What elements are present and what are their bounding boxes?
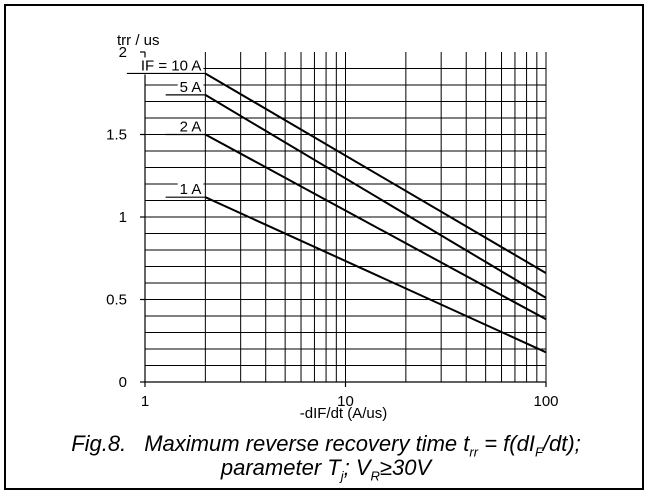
series-line bbox=[204, 196, 547, 354]
caption-text-2: = f(dI bbox=[478, 431, 535, 456]
series-label: 5 A bbox=[180, 79, 202, 96]
series-label-background bbox=[138, 57, 204, 75]
caption-sub-r: R bbox=[370, 468, 380, 484]
series-label: 2 A bbox=[180, 119, 202, 136]
caption-sub-rr: rr bbox=[469, 444, 479, 460]
x-tick-label: 1 bbox=[141, 393, 149, 410]
y-tick-label: 1.5 bbox=[106, 127, 127, 144]
caption-line-2: parameter Tj; VR≥30V bbox=[0, 456, 652, 488]
caption-text-6: ≥30V bbox=[379, 455, 432, 480]
y-axis-label: trr / us bbox=[117, 32, 160, 49]
axes bbox=[140, 51, 547, 387]
figure-number: Fig.8. bbox=[71, 431, 127, 456]
y-tick-label: 1 bbox=[119, 209, 127, 226]
tick-labels: 0 0.5 1 1.5 2 1 10 100 bbox=[106, 44, 558, 410]
y-tick-label: 0 bbox=[119, 374, 127, 391]
series-label: IF = 10 A bbox=[141, 57, 201, 74]
caption-text-1: Maximum reverse recovery time t bbox=[144, 431, 470, 456]
series-line bbox=[204, 72, 547, 274]
series-label-background bbox=[177, 181, 204, 199]
caption-text-4: parameter T bbox=[220, 455, 341, 480]
series-label-background bbox=[177, 78, 204, 96]
x-axis-label: -dIF/dt (A/us) bbox=[300, 405, 388, 422]
x-tick-label: 100 bbox=[533, 393, 558, 410]
caption-sub-f: F bbox=[534, 444, 543, 460]
chart: 0 0.5 1 1.5 2 1 10 100 IF = 10 A 5 A 2 A 1 A trr /… bbox=[106, 32, 558, 422]
series-line bbox=[204, 133, 547, 321]
series-line bbox=[204, 94, 547, 299]
series-labels: IF = 10 A 5 A 2 A 1 A bbox=[126, 57, 206, 199]
y-tick-label: 0.5 bbox=[106, 292, 127, 309]
series-label-background bbox=[177, 118, 204, 136]
caption-line-1: Fig.8. Maximum reverse recovery time trr … bbox=[0, 432, 652, 464]
y-tick-label: 2 bbox=[119, 44, 127, 61]
caption-sub-j: j bbox=[340, 468, 344, 484]
series-label: 1 A bbox=[180, 181, 202, 198]
series-lines bbox=[204, 72, 547, 354]
caption-text-3: /dt); bbox=[542, 431, 581, 456]
grid bbox=[145, 52, 546, 382]
caption-text-5: ; V bbox=[343, 455, 371, 480]
x-tick-label: 10 bbox=[337, 393, 354, 410]
